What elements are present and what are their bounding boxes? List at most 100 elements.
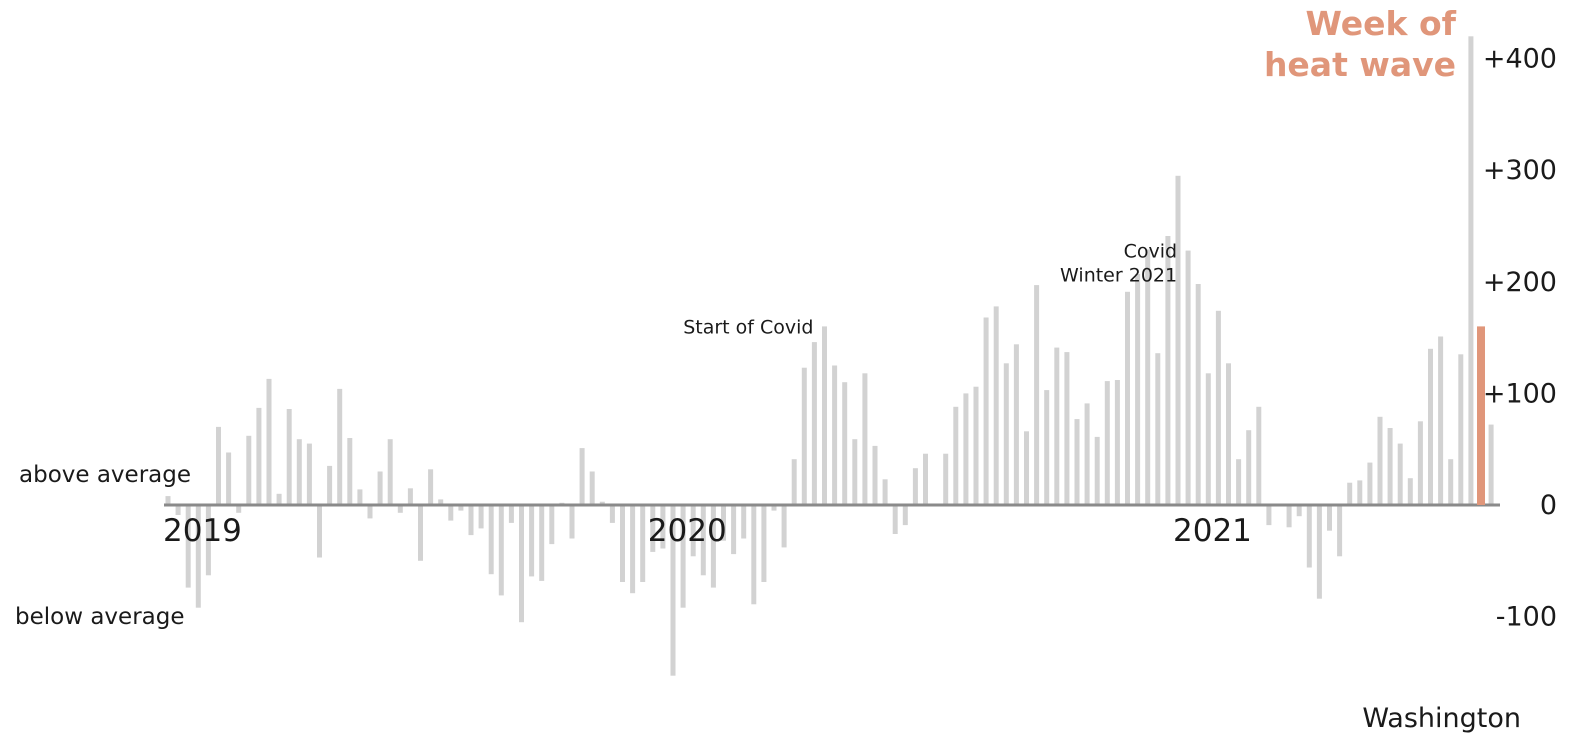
bar [1084,403,1090,505]
bar [1195,284,1201,505]
bar [1226,363,1231,505]
bar [1407,478,1413,505]
bar [599,501,605,505]
bar [165,496,171,505]
bar [902,505,908,526]
bar [1003,363,1009,505]
bar [458,505,464,511]
bar [811,342,817,505]
bar [1094,436,1100,505]
bar [539,505,545,581]
bar [418,505,423,561]
bar [1296,505,1302,517]
bar [1347,482,1353,505]
bar [993,306,999,505]
bar [1155,353,1161,505]
bar [205,505,211,576]
bar [367,505,373,519]
bar [1114,380,1120,505]
bar [1397,443,1403,505]
bar [1458,354,1464,505]
bar [710,505,716,588]
x-tick-label: 2021 [1173,513,1252,549]
bar [690,505,696,557]
bar [185,505,191,588]
bar [1357,480,1363,505]
bar [195,505,201,608]
bar [670,505,676,676]
bar [1417,421,1423,505]
bar [306,443,312,505]
bar [1337,505,1343,557]
bar [842,382,848,505]
bar [630,505,636,594]
bar [428,469,434,505]
bar [216,426,221,505]
bar [862,373,868,505]
bar [1438,336,1444,505]
bar [822,326,827,505]
bar [852,439,858,505]
bar [508,505,514,523]
bar [1367,462,1373,505]
annotation-text: Start of Covid [683,316,813,338]
bar [589,471,595,505]
bar [882,479,888,505]
bar [1175,175,1181,506]
bar [337,388,343,505]
bar [357,489,363,505]
bar [892,505,898,534]
y-tick-label: -100 [1496,602,1557,633]
y-tick-label: +100 [1483,378,1557,409]
bar [1327,505,1332,531]
x-tick-label: 2020 [648,513,727,549]
bar [387,439,393,505]
bar [266,378,272,505]
bar [953,406,959,505]
bar [781,505,787,548]
bar [1074,419,1080,505]
bar [943,453,949,505]
bar [963,393,969,505]
y-tick-label: +300 [1483,155,1557,186]
heat-wave-bar [1477,326,1485,505]
bar [1316,505,1322,599]
region-label: Washington [1362,703,1521,734]
bar [1488,424,1494,505]
bar [801,367,807,505]
above-average-label: above average [19,462,191,488]
below-average-label: below average [15,604,185,630]
bar [1428,348,1433,505]
bars-group [165,36,1494,676]
bar [660,505,666,549]
bar [973,386,979,505]
bar [1135,274,1141,505]
bar [246,435,252,505]
bar [1145,249,1151,505]
bar [1246,430,1252,505]
bar [296,439,302,505]
bar [1064,352,1070,505]
bar [923,453,928,505]
bar [680,505,686,608]
bar [640,505,646,582]
bar [1215,310,1221,505]
bar [1236,459,1242,505]
bar [1185,250,1191,505]
bar [397,505,403,513]
bar [175,505,181,515]
bar [721,505,726,541]
bar [569,505,575,539]
bar [1104,381,1110,505]
bar [1205,373,1211,505]
bar [983,317,989,505]
bar [317,505,322,558]
bar [529,505,535,577]
bar [579,448,585,505]
bar [650,505,656,552]
bar [448,505,454,521]
bar [761,505,767,582]
bar [286,409,292,505]
